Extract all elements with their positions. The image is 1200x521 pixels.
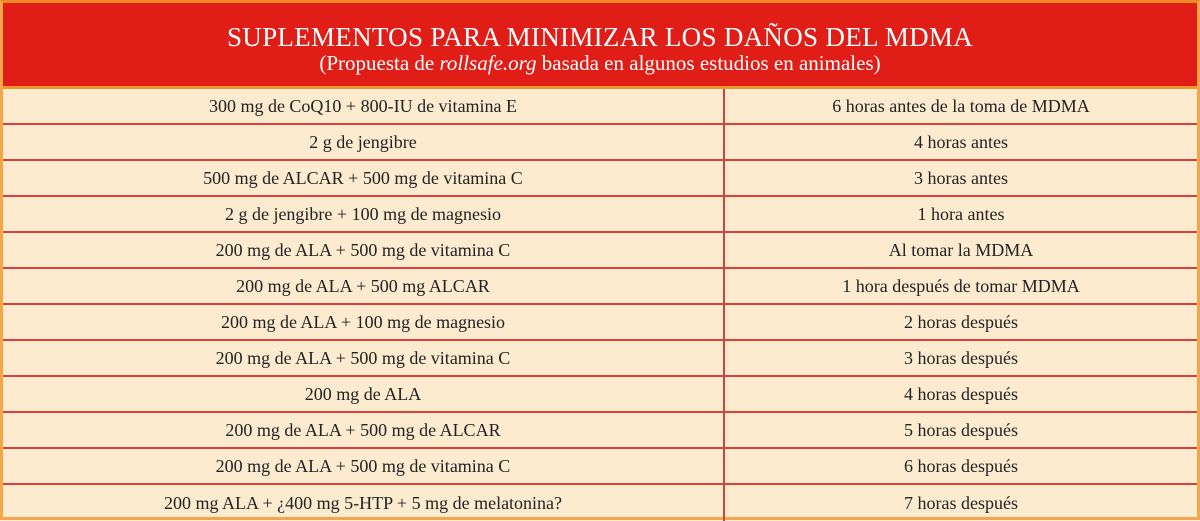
supplement-cell: 200 mg de ALA + 500 mg de ALCAR bbox=[3, 413, 725, 447]
timing-cell: 1 hora antes bbox=[917, 203, 1005, 224]
table-row: 200 mg ALA + ¿400 mg 5-HTP + 5 mg de mel… bbox=[3, 485, 1197, 521]
timing-cell: 6 horas después bbox=[904, 455, 1018, 476]
table-row: 200 mg de ALA + 500 mg de vitamina C 3 ho… bbox=[3, 341, 1197, 377]
subtitle-suffix: basada en algunos estudios en animales) bbox=[536, 51, 881, 75]
table-row: 200 mg de ALA + 500 mg de vitamina C 6 ho… bbox=[3, 449, 1197, 485]
supplement-cell: 500 mg de ALCAR + 500 mg de vitamina C bbox=[3, 161, 725, 195]
supplement-cell: 200 mg de ALA + 500 mg ALCAR bbox=[3, 269, 725, 303]
timing-cell: 4 horas después bbox=[904, 383, 1018, 404]
table-row: 300 mg de CoQ10 + 800-IU de vitamina E 6 … bbox=[3, 89, 1197, 125]
supplement-cell: 300 mg de CoQ10 + 800-IU de vitamina E bbox=[3, 89, 725, 123]
subtitle-prefix: (Propuesta de bbox=[319, 51, 440, 75]
supplement-cell: 2 g de jengibre bbox=[3, 125, 725, 159]
supplement-cell: 200 mg de ALA bbox=[3, 377, 725, 411]
timing-cell: Al tomar la MDMA bbox=[888, 239, 1034, 260]
table-row: 200 mg de ALA + 100 mg de magnesio 2 hora… bbox=[3, 305, 1197, 341]
table-row: 200 mg de ALA + 500 mg ALCAR 1 hora despu… bbox=[3, 269, 1197, 305]
supplement-cell: 200 mg de ALA + 500 mg de vitamina C bbox=[3, 341, 725, 375]
table-row: 500 mg de ALCAR + 500 mg de vitamina C 3 … bbox=[3, 161, 1197, 197]
supplement-cell: 2 g de jengibre + 100 mg de magnesio bbox=[3, 197, 725, 231]
timing-cell: 2 horas después bbox=[904, 311, 1018, 332]
timing-cell: 1 hora después de tomar MDMA bbox=[842, 275, 1080, 296]
source-site: rollsafe.org bbox=[439, 51, 537, 75]
timing-cell: 3 horas antes bbox=[914, 167, 1008, 188]
supplement-cell: 200 mg de ALA + 500 mg de vitamina C bbox=[3, 449, 725, 483]
table-row: 2 g de jengibre 4 horas antes bbox=[3, 125, 1197, 161]
timing-cell: 5 horas después bbox=[904, 419, 1018, 440]
table-row: 200 mg de ALA + 500 mg de ALCAR 5 horas d… bbox=[3, 413, 1197, 449]
schedule-table: 300 mg de CoQ10 + 800-IU de vitamina E 6 … bbox=[3, 89, 1197, 521]
supplement-cell: 200 mg de ALA + 500 mg de vitamina C bbox=[3, 233, 725, 267]
table-header: SUPLEMENTOS PARA MINIMIZAR LOS DAÑOS DEL… bbox=[3, 3, 1197, 89]
timing-cell: 6 horas antes de la toma de MDMA bbox=[832, 95, 1090, 116]
timing-cell: 3 horas después bbox=[904, 347, 1018, 368]
timing-cell: 4 horas antes bbox=[914, 131, 1008, 152]
table-title: SUPLEMENTOS PARA MINIMIZAR LOS DAÑOS DEL… bbox=[226, 22, 974, 52]
supplement-cell: 200 mg de ALA + 100 mg de magnesio bbox=[3, 305, 725, 339]
table-row: 200 mg de ALA 4 horas después bbox=[3, 377, 1197, 413]
table-row: 2 g de jengibre + 100 mg de magnesio 1 ho… bbox=[3, 197, 1197, 233]
timing-cell: 7 horas después bbox=[904, 492, 1018, 513]
table-row: 200 mg de ALA + 500 mg de vitamina C Al t… bbox=[3, 233, 1197, 269]
supplement-cell: 200 mg ALA + ¿400 mg 5-HTP + 5 mg de mel… bbox=[3, 485, 725, 521]
table-subtitle: (Propuesta de rollsafe.org basada en alg… bbox=[3, 51, 1197, 75]
